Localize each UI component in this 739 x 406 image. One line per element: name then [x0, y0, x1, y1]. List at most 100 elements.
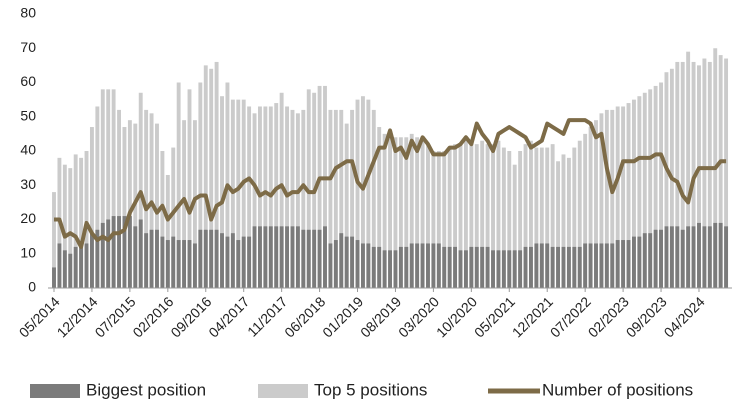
bar	[339, 233, 344, 288]
bar	[247, 236, 252, 288]
bar	[415, 137, 420, 288]
bar	[420, 243, 425, 288]
bar	[377, 127, 382, 289]
bar	[138, 219, 143, 288]
bar	[220, 233, 224, 288]
bar	[155, 229, 159, 288]
bar	[203, 65, 208, 288]
bar	[274, 226, 279, 288]
bar	[653, 85, 658, 288]
bar	[463, 137, 468, 288]
legend-label: Number of positions	[542, 380, 693, 399]
bar	[436, 151, 441, 288]
bar	[404, 137, 409, 288]
legend-swatch	[30, 384, 80, 398]
bar	[220, 96, 224, 288]
bar	[550, 144, 555, 288]
bar	[84, 151, 89, 288]
bar	[453, 246, 458, 288]
bar	[675, 61, 680, 289]
bar	[485, 144, 490, 288]
x-tick-label: 06/2018	[281, 293, 328, 340]
bar	[566, 246, 571, 288]
bar	[388, 250, 392, 288]
bar	[415, 243, 420, 288]
bar	[539, 243, 544, 288]
bar	[664, 226, 669, 288]
bar	[496, 250, 501, 288]
bar	[198, 82, 203, 288]
bar	[225, 236, 230, 288]
bar	[485, 246, 490, 288]
bar	[529, 246, 533, 288]
bar	[155, 123, 159, 288]
bar	[680, 61, 685, 289]
bar	[203, 229, 208, 288]
bar	[426, 144, 430, 288]
bar	[420, 137, 425, 288]
bar	[599, 243, 604, 288]
bar	[604, 109, 609, 289]
bar	[133, 226, 138, 288]
bar	[631, 99, 636, 288]
bar	[328, 243, 333, 288]
bar	[214, 229, 219, 288]
bar	[675, 226, 680, 288]
bar	[149, 229, 154, 288]
bar	[366, 243, 371, 288]
y-tick-label: 20	[20, 210, 36, 226]
bar	[290, 109, 295, 289]
bar	[236, 240, 241, 288]
bar	[106, 89, 111, 288]
bar	[718, 55, 723, 288]
bar	[144, 109, 149, 289]
bar	[236, 99, 241, 288]
bar	[474, 246, 479, 288]
bar	[556, 161, 561, 288]
bar	[512, 250, 517, 288]
x-tick-label: 08/2019	[357, 293, 404, 340]
bar	[230, 233, 235, 288]
bar	[507, 250, 512, 288]
bar	[382, 133, 387, 288]
bar	[106, 219, 111, 288]
bar	[469, 246, 474, 288]
bar	[187, 240, 192, 288]
bar	[95, 106, 100, 288]
x-tick-label: 12/2014	[54, 293, 101, 340]
bar	[312, 229, 317, 288]
bar	[52, 267, 56, 288]
bar	[209, 68, 214, 288]
bar	[371, 246, 376, 288]
bar	[648, 89, 653, 288]
bar	[474, 144, 479, 288]
bar	[680, 229, 685, 288]
bar	[637, 236, 642, 288]
bar	[377, 246, 382, 288]
bar	[642, 233, 647, 288]
bar	[306, 89, 311, 288]
bar	[501, 147, 506, 288]
bar	[453, 144, 458, 288]
bar	[127, 120, 132, 288]
bar	[317, 85, 322, 288]
bar	[393, 250, 398, 288]
bar	[550, 246, 555, 288]
bar	[697, 222, 701, 288]
bar	[610, 109, 615, 289]
bar	[176, 240, 181, 288]
bar	[702, 226, 707, 288]
bar	[317, 229, 322, 288]
bar	[621, 106, 626, 288]
bar	[241, 99, 246, 288]
bar	[713, 222, 718, 288]
bar	[447, 147, 452, 288]
y-tick-label: 40	[20, 142, 36, 158]
x-tick-label: 02/2023	[585, 293, 632, 340]
bar	[355, 240, 360, 288]
bar	[496, 140, 501, 288]
bar	[615, 106, 620, 288]
bar	[604, 243, 609, 288]
bar	[426, 243, 430, 288]
